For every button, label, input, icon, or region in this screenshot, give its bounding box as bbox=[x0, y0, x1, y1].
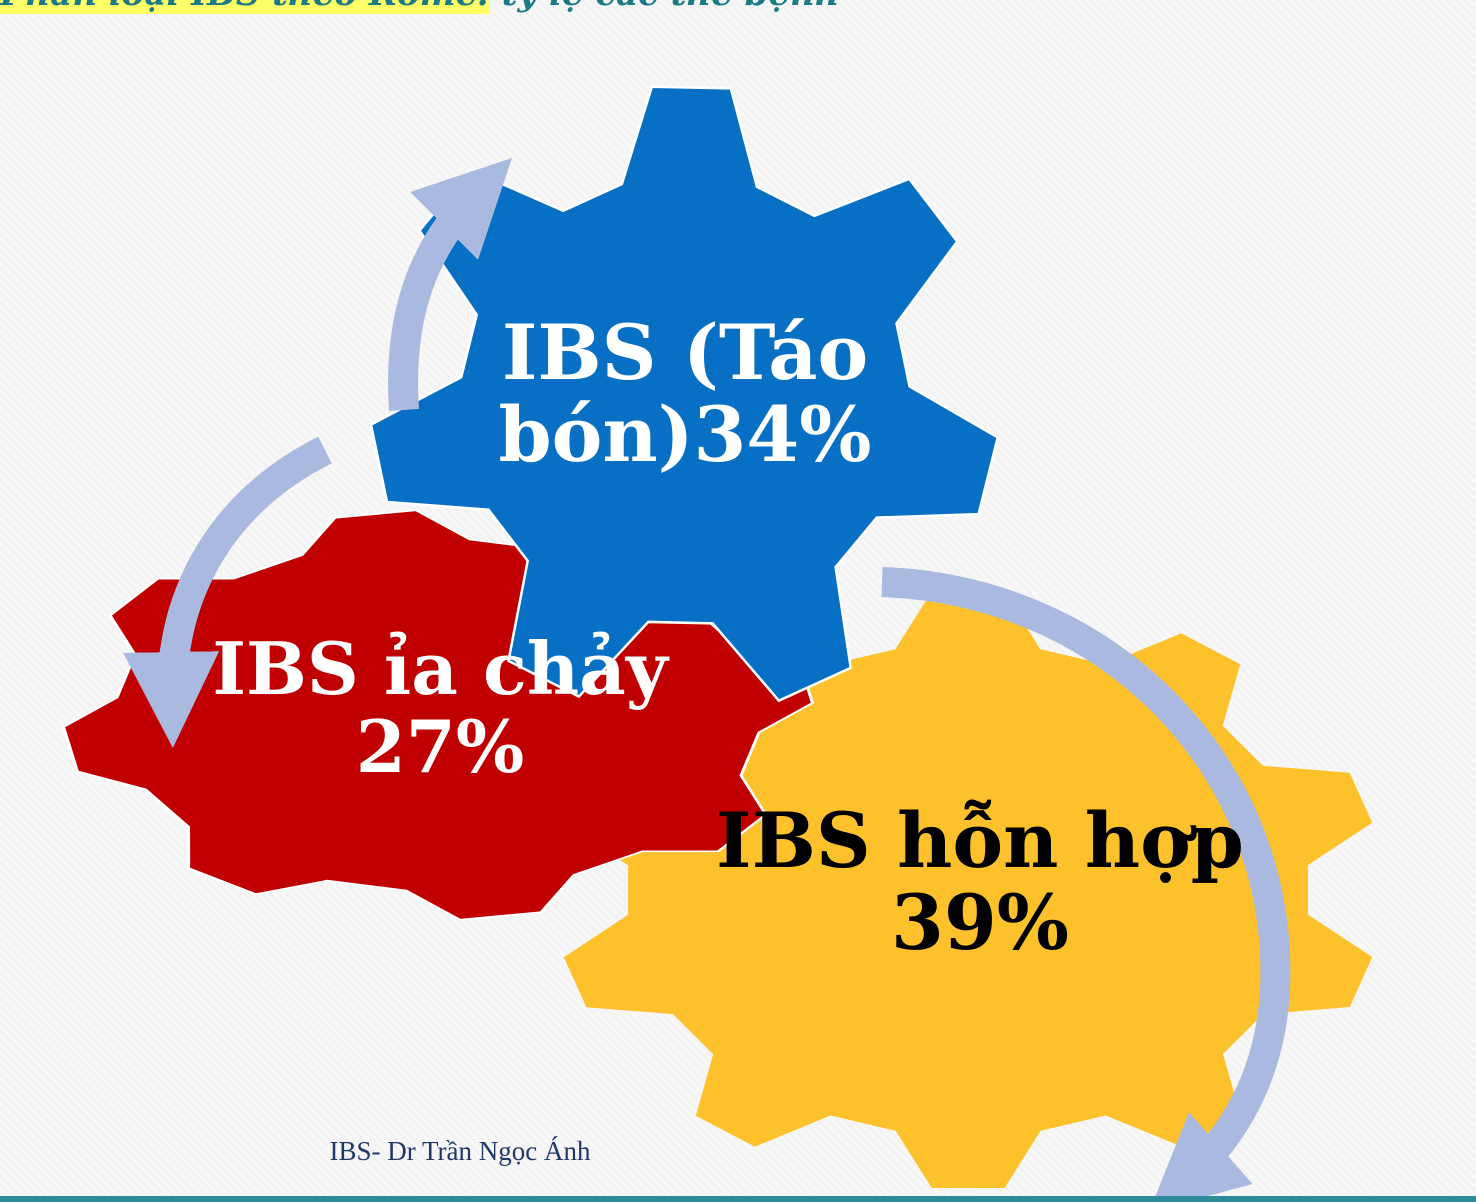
title-rest: tỷ lệ các thể bệnh bbox=[490, 0, 840, 14]
title-highlight: Phân loại IBS theo Rome: bbox=[0, 0, 490, 14]
arrow-blue-gear bbox=[388, 158, 512, 411]
gear-blue-label-line1: IBS (Táo bbox=[501, 308, 869, 397]
slide-title: Phân loại IBS theo Rome: tỷ lệ các thể b… bbox=[0, 0, 1476, 14]
gear-blue bbox=[369, 85, 1000, 703]
gear-red-label-line1: IBS ỉa chảy bbox=[212, 626, 668, 711]
gear-yellow-label: IBS hỗn hợp 39% bbox=[700, 796, 1260, 968]
footer-credit: IBS- Dr Trần Ngọc Ánh bbox=[329, 1136, 591, 1166]
gear-yellow-label-line2: 39% bbox=[891, 878, 1069, 968]
gear-blue-label: IBS (Táo bón)34% bbox=[470, 308, 900, 480]
gear-blue-shape bbox=[369, 85, 1000, 703]
gear-yellow bbox=[563, 591, 1373, 1189]
arrow-yellow-gear bbox=[881, 567, 1291, 1202]
bottom-band bbox=[0, 1196, 1476, 1202]
gear-blue-label-line2: bón)34% bbox=[498, 390, 872, 480]
gear-red-label: IBS ỉa chảy 27% bbox=[190, 630, 690, 786]
gear-yellow-shape bbox=[563, 591, 1373, 1189]
arrow-red-gear bbox=[123, 436, 332, 748]
gear-yellow-label-line1: IBS hỗn hợp bbox=[716, 796, 1244, 885]
gear-red-label-line2: 27% bbox=[355, 703, 525, 789]
